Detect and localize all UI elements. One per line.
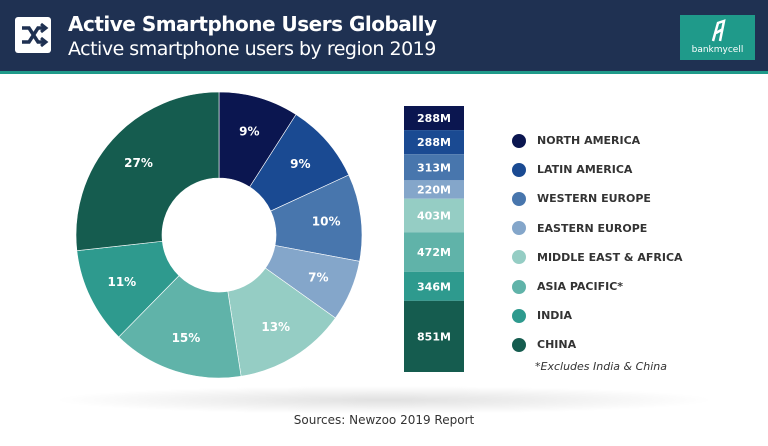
stacked-bar-segment xyxy=(404,154,464,181)
stacked-bar-segment xyxy=(404,130,464,155)
legend-label: INDIA xyxy=(537,309,573,323)
legend-swatch xyxy=(512,221,526,236)
bankmycell-logo: bankmycell xyxy=(680,15,755,60)
slice-label: 9% xyxy=(239,124,259,138)
legend-item: ASIA PACIFIC* xyxy=(512,272,683,301)
slice-label: 13% xyxy=(261,320,290,334)
legend-item: EASTERN EUROPE xyxy=(512,214,683,243)
legend-swatch xyxy=(512,191,526,206)
source-text: Sources: Newzoo 2019 Report xyxy=(293,413,475,427)
slice-label: 15% xyxy=(172,331,201,345)
bar-value-label: 851M xyxy=(417,330,451,343)
legend-swatch xyxy=(512,308,526,323)
donut-slice xyxy=(75,91,220,252)
legend-swatch xyxy=(512,250,526,265)
legend-item: LATIN AMERICA xyxy=(512,155,683,184)
stacked-bar-segment xyxy=(404,300,464,372)
legend-label: WESTERN EUROPE xyxy=(537,192,651,206)
stacked-bar-segment xyxy=(404,198,464,233)
bar-value-label: 403M xyxy=(417,210,451,223)
stacked-bar-segment xyxy=(404,271,464,301)
stacked-bar-segment xyxy=(404,180,464,199)
legend-swatch xyxy=(512,162,526,177)
bar-value-label: 313M xyxy=(417,161,451,174)
legend-label: ASIA PACIFIC* xyxy=(537,280,624,294)
slice-label: 27% xyxy=(124,156,153,170)
legend-swatch xyxy=(512,133,526,148)
legend-label: LATIN AMERICA xyxy=(537,163,633,177)
legend-swatch xyxy=(512,337,526,352)
legend-item: INDIA xyxy=(512,301,683,330)
bar-value-label: 288M xyxy=(417,112,451,125)
legend-label: CHINA xyxy=(537,338,577,352)
slice-label: 9% xyxy=(290,157,310,171)
bar-value-label: 288M xyxy=(417,136,451,149)
legend-item: NORTH AMERICA xyxy=(512,126,683,155)
legend-item: MIDDLE EAST & AFRICA xyxy=(512,243,683,272)
donut-slice xyxy=(118,275,242,379)
slice-label: 7% xyxy=(308,270,328,284)
logo-text: bankmycell xyxy=(691,45,744,55)
shadow xyxy=(54,386,714,414)
legend-item: WESTERN EUROPE xyxy=(512,184,683,213)
legend-label: EASTERN EUROPE xyxy=(537,221,648,235)
legend-swatch xyxy=(512,279,526,294)
header: Active Smartphone Users Globally Active … xyxy=(0,0,768,74)
bar-value-label: 472M xyxy=(417,246,451,259)
bar-value-label: 346M xyxy=(417,280,451,293)
legend-label: NORTH AMERICA xyxy=(537,134,641,148)
legend-label: MIDDLE EAST & AFRICA xyxy=(537,250,683,264)
chart-title: Active Smartphone Users Globally xyxy=(68,12,437,36)
legend-item: CHINA xyxy=(512,330,683,359)
stacked-bar-segment xyxy=(404,232,464,272)
legend: NORTH AMERICA LATIN AMERICA WESTERN EUROPE… xyxy=(512,126,683,360)
slice-label: 10% xyxy=(312,215,341,229)
footnote: *Excludes India & China xyxy=(535,360,667,373)
chart-subtitle: Active smartphone users by region 2019 xyxy=(68,38,436,60)
slice-label: 11% xyxy=(107,275,136,289)
bar-value-label: 220M xyxy=(417,184,451,197)
shuffle-icon xyxy=(15,17,51,53)
stacked-bar-segment xyxy=(404,106,464,131)
